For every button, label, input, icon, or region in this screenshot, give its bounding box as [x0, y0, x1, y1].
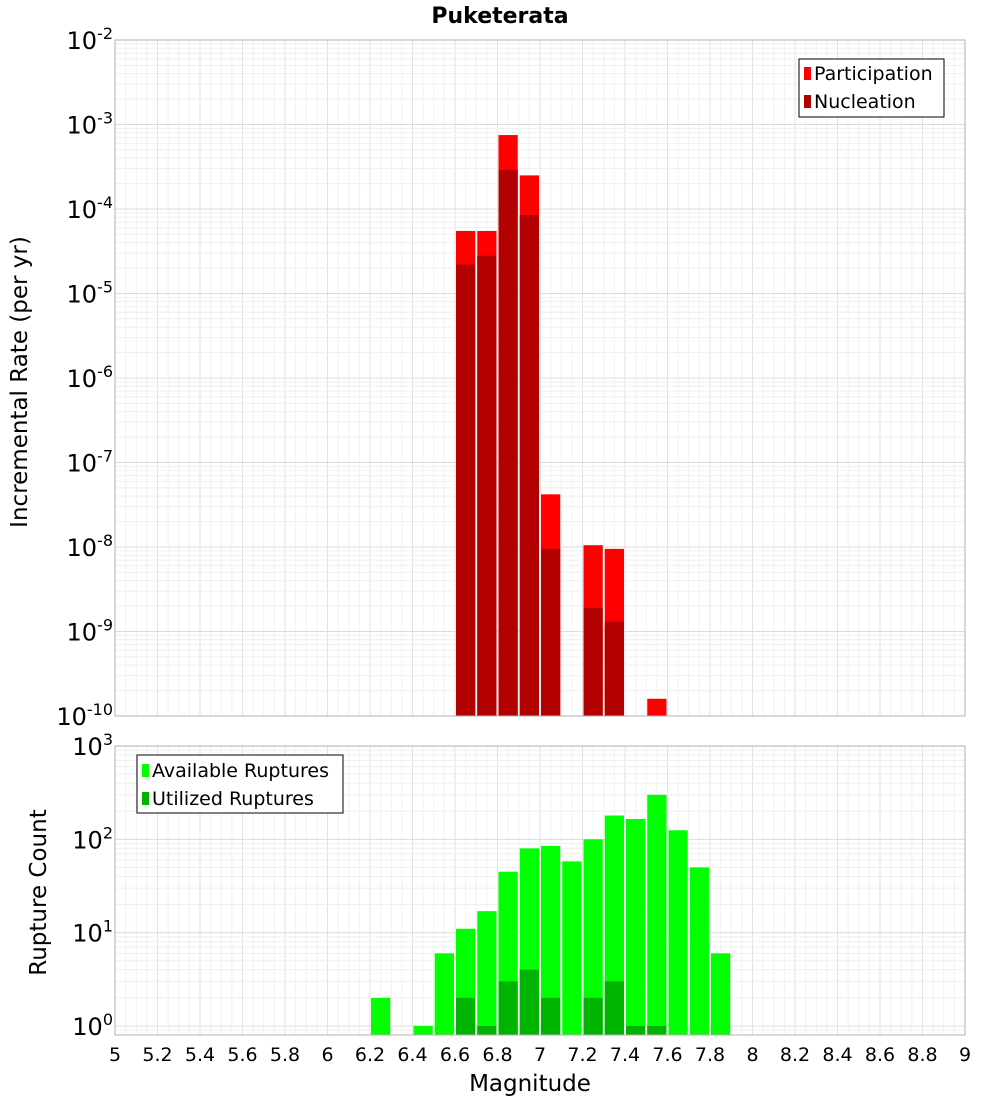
bar-nucleation [498, 169, 518, 716]
rate-y-tick-label: 10-4 [67, 193, 114, 224]
x-tick-label: 8.6 [865, 1044, 895, 1066]
bar-available-ruptures [647, 794, 667, 1035]
count-bars [371, 794, 731, 1035]
count-y-tick-labels: 103 102 101 100 [72, 730, 113, 1041]
legend-label-participation: Participation [814, 63, 933, 85]
rate-y-tick-label: 10-2 [67, 24, 114, 55]
count-plot-frame [114, 745, 966, 1036]
count-y-tick-label: 103 [72, 730, 113, 761]
bar-available-ruptures [711, 953, 731, 1035]
x-tick-label: 8.4 [822, 1044, 852, 1066]
count-legend: Available Ruptures Utilized Ruptures [136, 754, 344, 814]
rate-y-axis-label: Incremental Rate (per yr) [7, 236, 33, 528]
count-y-tick-label: 100 [72, 1010, 113, 1041]
x-tick-label: 5.4 [185, 1044, 215, 1066]
x-tick-label: 7.6 [652, 1044, 682, 1066]
x-tick-label: 6.2 [355, 1044, 385, 1066]
bar-nucleation [541, 548, 561, 716]
rate-gridlines [115, 40, 965, 716]
x-tick-label: 8 [746, 1044, 758, 1066]
bar-available-ruptures [689, 867, 709, 1035]
magnitude-x-tick-labels: 5 5.2 5.4 5.6 5.8 6 6.2 6.4 6.6 6.8 7 7.2 7.4 7.6 7.8 8… [109, 1044, 971, 1066]
legend-swatch-nucleation [804, 95, 811, 108]
x-tick-label: 8.8 [907, 1044, 937, 1066]
x-tick-label: 7.4 [610, 1044, 640, 1066]
legend-label-utilized: Utilized Ruptures [152, 788, 314, 810]
rate-legend-box [798, 58, 945, 118]
bar-nucleation [604, 621, 624, 716]
x-tick-label: 8.2 [780, 1044, 810, 1066]
x-axis-label: Magnitude [469, 1071, 591, 1097]
x-tick-label: 7 [534, 1044, 546, 1066]
x-tick-label: 6.6 [440, 1044, 470, 1066]
bar-participation [647, 698, 667, 716]
count-y-tick-label: 101 [72, 917, 113, 948]
rate-panel: 10-2 10-3 10-4 10-5 10-6 10-7 10-8 10-9 10-10 In… [7, 24, 966, 731]
bar-utilized-ruptures [477, 1025, 497, 1035]
x-tick-label: 6.8 [482, 1044, 512, 1066]
x-tick-label: 7.8 [695, 1044, 725, 1066]
legend-swatch-available [142, 764, 149, 777]
bar-available-ruptures [626, 819, 646, 1035]
chart-title: Puketerata [431, 4, 568, 29]
legend-label-available: Available Ruptures [152, 760, 329, 782]
bar-utilized-ruptures [583, 997, 603, 1035]
bar-nucleation [477, 255, 497, 716]
bar-nucleation [456, 264, 476, 716]
x-tick-label: 6 [321, 1044, 333, 1066]
rate-plot-frame [114, 39, 966, 717]
rate-y-tick-label: 10-3 [67, 109, 114, 140]
bar-nucleation [583, 607, 603, 716]
bar-utilized-ruptures [626, 1025, 646, 1035]
rate-y-tick-label: 10-8 [67, 531, 114, 562]
bar-available-ruptures [604, 815, 624, 1035]
legend-label-nucleation: Nucleation [814, 91, 916, 113]
rate-legend: Participation Nucleation [798, 58, 945, 118]
rate-y-tick-label: 10-9 [67, 616, 114, 647]
bar-available-ruptures [583, 839, 603, 1035]
x-tick-label: 9 [959, 1044, 971, 1066]
x-tick-label: 6.4 [397, 1044, 427, 1066]
bar-utilized-ruptures [604, 981, 624, 1035]
bar-utilized-ruptures [541, 997, 561, 1035]
x-tick-label: 7.2 [567, 1044, 597, 1066]
legend-swatch-utilized [142, 792, 149, 805]
bar-available-ruptures [668, 830, 688, 1035]
rate-y-tick-label: 10-7 [67, 447, 114, 478]
rate-y-tick-labels: 10-2 10-3 10-4 10-5 10-6 10-7 10-8 10-9 10-10 [56, 24, 113, 731]
x-tick-label: 5.6 [227, 1044, 257, 1066]
x-tick-label: 5 [109, 1044, 121, 1066]
rate-y-tick-label: 10-6 [67, 362, 114, 393]
rupture-count-panel: 103 102 101 100 5 5.2 5.4 5.6 5.8 6 6.2 6.4 6.6 6.8 7… [26, 730, 971, 1097]
x-tick-label: 5.2 [142, 1044, 172, 1066]
bar-utilized-ruptures [456, 997, 476, 1035]
rate-bars [456, 135, 667, 717]
bar-available-ruptures [434, 953, 454, 1035]
rate-y-tick-label: 10-5 [67, 278, 114, 309]
bar-available-ruptures [477, 911, 497, 1035]
bar-utilized-ruptures [519, 969, 539, 1035]
bar-available-ruptures [371, 997, 391, 1035]
bar-available-ruptures [541, 845, 561, 1035]
bar-utilized-ruptures [647, 1025, 667, 1035]
count-legend-box [136, 754, 344, 814]
x-tick-label: 5.8 [270, 1044, 300, 1066]
rate-y-tick-label: 10-10 [56, 700, 113, 731]
legend-swatch-participation [804, 67, 811, 80]
count-y-axis-label: Rupture Count [26, 809, 52, 975]
bar-utilized-ruptures [498, 981, 518, 1035]
bar-available-ruptures [562, 861, 582, 1035]
count-y-tick-label: 102 [72, 823, 113, 854]
bar-available-ruptures [413, 1025, 433, 1035]
bar-nucleation [519, 214, 539, 716]
